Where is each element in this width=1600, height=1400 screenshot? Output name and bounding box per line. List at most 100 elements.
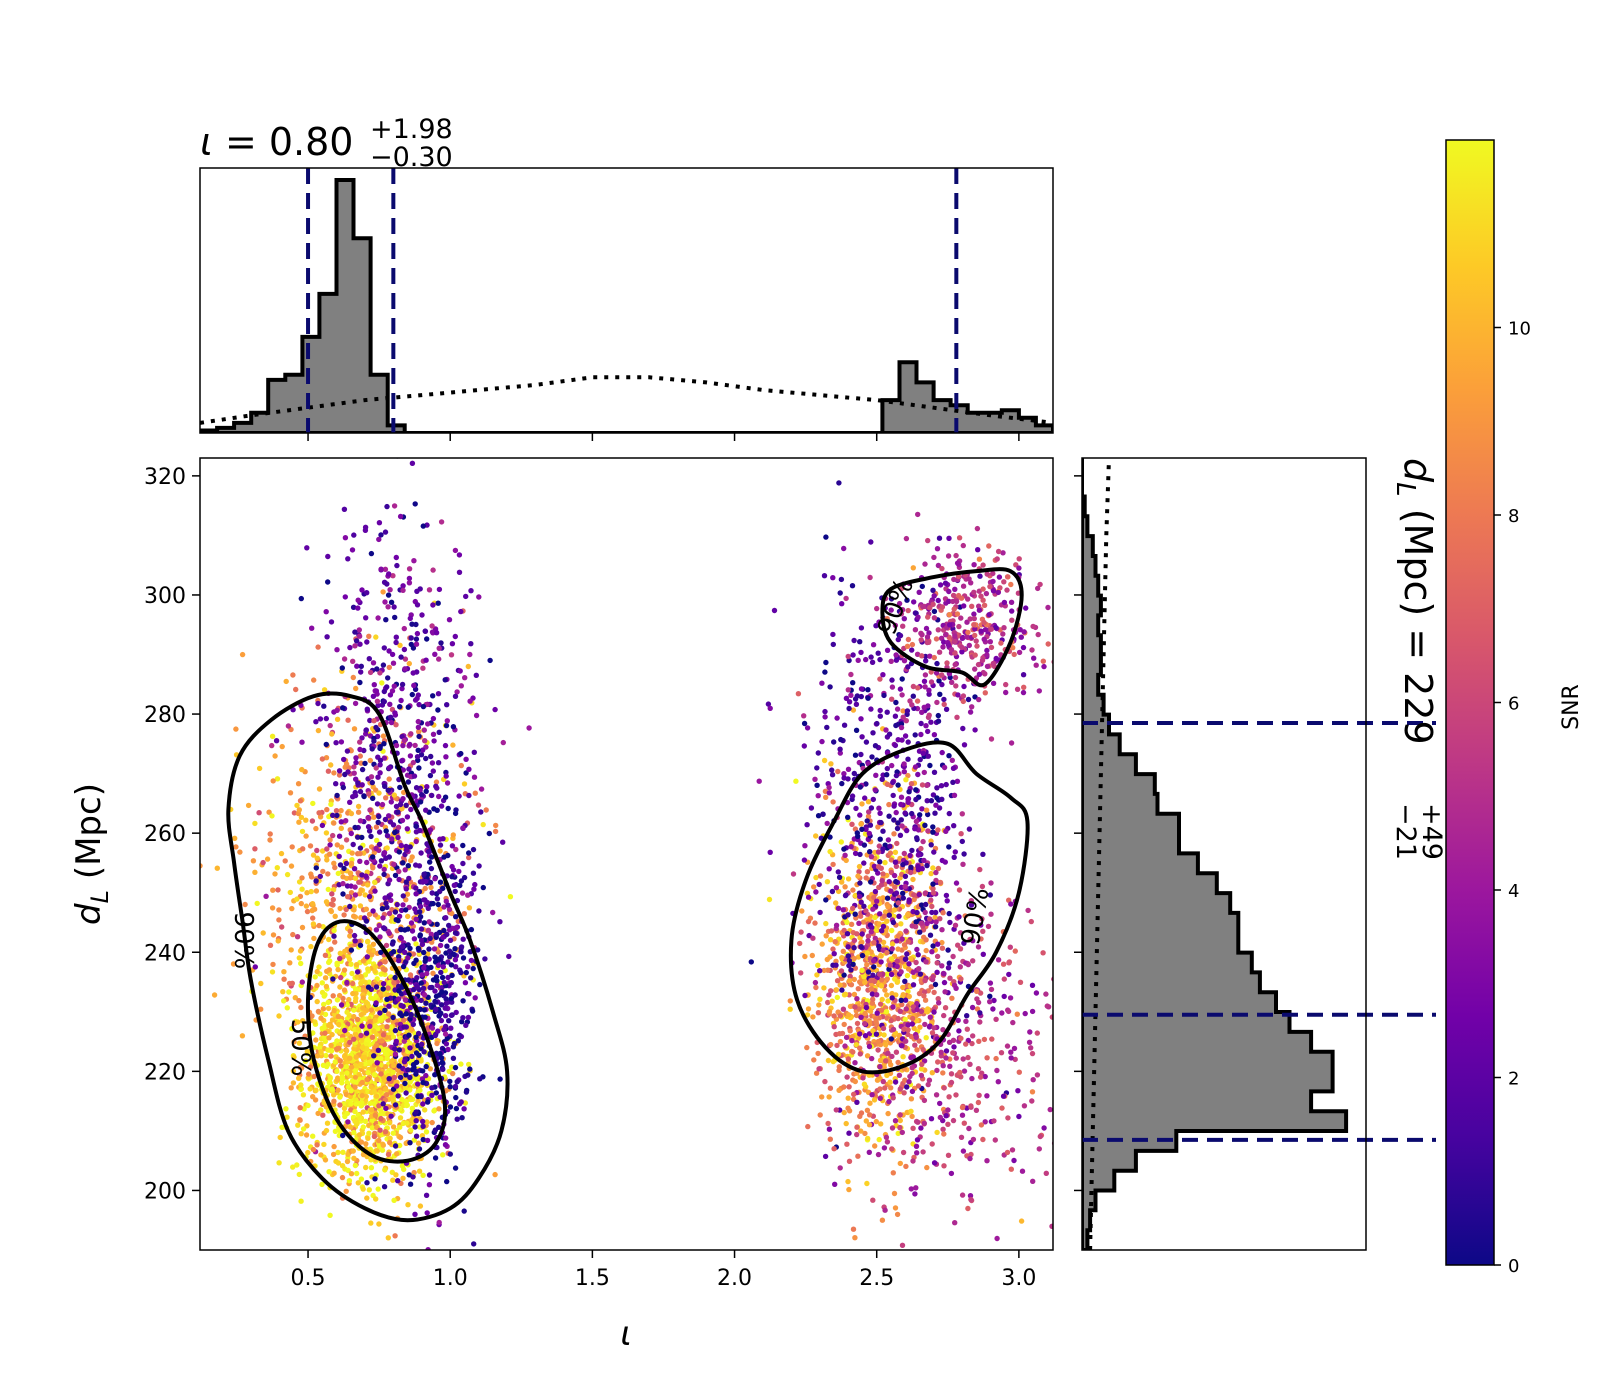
scatter-point: [884, 895, 891, 901]
scatter-point: [392, 1143, 399, 1149]
scatter-point: [461, 1208, 467, 1214]
scatter-point: [873, 623, 879, 629]
scatter-point: [396, 988, 402, 994]
scatter-point: [1066, 720, 1071, 725]
scatter-point: [379, 1038, 385, 1044]
scatter-point: [385, 592, 392, 598]
scatter-point: [390, 1069, 396, 1076]
scatter-point: [267, 942, 274, 948]
scatter-point: [890, 1170, 896, 1176]
scatter-point: [905, 756, 911, 762]
scatter-point: [351, 1155, 357, 1162]
scatter-point: [372, 1176, 378, 1182]
scatter-point: [420, 1123, 426, 1130]
scatter-point: [923, 947, 929, 954]
scatter-point: [872, 787, 878, 793]
scatter-point: [351, 866, 358, 872]
scatter-point: [470, 965, 476, 972]
scatter-point: [829, 767, 835, 773]
scatter-point: [344, 1158, 351, 1165]
scatter-point: [390, 1014, 396, 1021]
scatter-point: [404, 814, 411, 820]
scatter-point: [392, 710, 398, 716]
scatter-point: [901, 616, 907, 622]
scatter-point: [452, 1083, 459, 1090]
scatter-point: [1008, 740, 1015, 746]
scatter-point: [913, 818, 920, 825]
scatter-point: [340, 1132, 346, 1139]
scatter-point: [824, 956, 830, 963]
scatter-point: [812, 920, 818, 926]
scatter-point: [895, 946, 901, 952]
scatter-point: [861, 1081, 868, 1087]
scatter-point: [232, 835, 238, 841]
scatter-point: [816, 881, 822, 888]
scatter-point: [350, 658, 356, 664]
scatter-point: [396, 876, 402, 883]
scatter-point: [348, 961, 354, 967]
scatter-point: [402, 927, 408, 933]
scatter-point: [267, 831, 273, 837]
scatter-point: [376, 1103, 382, 1109]
scatter-point: [838, 736, 844, 743]
scatter-point: [256, 765, 263, 772]
scatter-point: [856, 869, 862, 875]
scatter-point: [852, 752, 859, 758]
scatter-point: [296, 1040, 303, 1046]
scatter-point: [909, 1113, 915, 1120]
scatter-point: [260, 859, 266, 866]
scatter-point: [377, 770, 383, 776]
scatter-point: [382, 1129, 389, 1135]
scatter-point: [375, 819, 381, 826]
scatter-point: [857, 851, 863, 858]
scatter-point: [863, 875, 869, 881]
scatter-point: [296, 1171, 302, 1178]
scatter-point: [363, 615, 369, 621]
scatter-point: [422, 1107, 428, 1113]
scatter-point: [817, 1112, 823, 1118]
scatter-point: [939, 945, 946, 951]
scatter-point: [429, 792, 435, 799]
scatter-point: [459, 890, 466, 896]
scatter-point: [347, 1055, 353, 1061]
scatter-point: [452, 810, 459, 817]
scatter-point: [817, 909, 823, 916]
scatter-point: [405, 779, 412, 785]
scatter-point: [399, 1096, 405, 1103]
scatter-point: [371, 1072, 378, 1078]
scatter-point: [319, 1025, 325, 1032]
scatter-point: [372, 1023, 378, 1029]
scatter-point: [330, 976, 336, 982]
scatter-point: [412, 501, 418, 507]
scatter-point: [281, 998, 287, 1004]
scatter-point: [387, 587, 393, 593]
scatter-point: [337, 950, 343, 956]
scatter-point: [314, 847, 320, 854]
scatter-point: [861, 903, 867, 909]
scatter-point: [295, 1122, 301, 1128]
scatter-point: [815, 1010, 822, 1016]
scatter-point: [364, 882, 371, 888]
scatter-point: [330, 832, 336, 839]
scatter-point: [863, 826, 869, 832]
scatter-point: [446, 922, 452, 929]
scatter-point: [390, 1124, 397, 1130]
scatter-point: [360, 995, 366, 1001]
scatter-point: [304, 545, 310, 551]
scatter-point: [377, 757, 384, 764]
scatter-point: [873, 1118, 879, 1125]
scatter-point: [826, 790, 832, 796]
scatter-point: [954, 714, 960, 720]
scatter-point: [445, 974, 451, 981]
scatter-point: [324, 968, 330, 974]
scatter-point: [915, 771, 921, 778]
scatter-point: [415, 1098, 421, 1104]
scatter-point: [334, 716, 341, 722]
scatter-point: [472, 881, 478, 888]
scatter-point: [409, 691, 415, 698]
scatter-point: [352, 629, 358, 635]
scatter-point: [902, 733, 909, 739]
scatter-point: [821, 573, 828, 579]
scatter-point: [406, 566, 413, 572]
scatter-point: [842, 852, 848, 858]
